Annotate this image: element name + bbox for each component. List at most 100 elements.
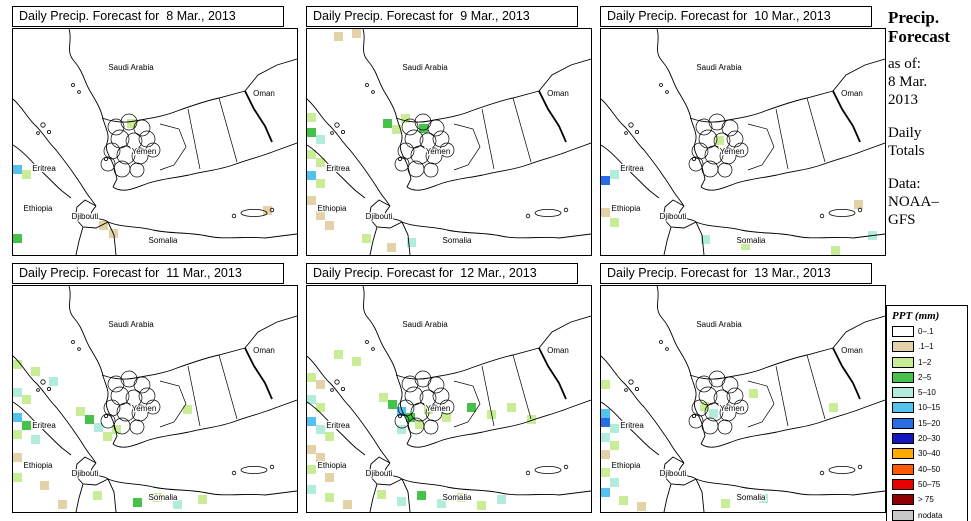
saudi-yemen-border: [395, 347, 540, 380]
precip-cell: [387, 243, 396, 252]
dahlak-island: [334, 122, 340, 128]
precip-cell: [601, 450, 610, 459]
gulf-of-aden-coast: [700, 399, 885, 448]
precip-cell: [22, 170, 31, 179]
label-eritrea: Eritrea: [32, 421, 56, 430]
legend-swatch: [892, 326, 914, 337]
islands: [330, 340, 569, 476]
panel-title: Daily Precip. Forecast for 13 Mar., 2013: [600, 263, 872, 284]
precip-cell: [442, 413, 451, 422]
oman-yemen-border: [832, 347, 861, 400]
precip-cell: [388, 400, 397, 409]
precip-cell: [49, 377, 58, 386]
sidebar-title: Precip. Forecast: [888, 8, 968, 46]
ethiopia-somalia-border: [107, 221, 117, 255]
precip-cell: [417, 491, 426, 500]
precip-cell: [601, 176, 610, 185]
precip-cell: [307, 445, 316, 454]
legend-swatch: [892, 417, 914, 429]
label-somalia: Somalia: [443, 236, 472, 245]
dahlak-island: [330, 388, 334, 392]
precip-cell: [759, 494, 768, 503]
saudi-yemen-border: [395, 90, 540, 123]
precip-cell: [13, 413, 22, 422]
precip-cell: [829, 403, 838, 412]
yemen-governorates: [394, 97, 532, 178]
precip-cell: [383, 119, 392, 128]
ethiopia-djibouti-border: [663, 226, 672, 255]
legend-entry: 30–40: [892, 448, 964, 460]
legend: PPT (mm) 0–.1 .1–1 1–2 2–5 5–10 10–15 15–20 20–…: [886, 305, 968, 521]
country-labels: Saudi Arabia Oman Yemen Eritrea Ethiopia…: [316, 319, 570, 503]
saudi-oman-border: [538, 58, 591, 92]
dahlak-island: [47, 130, 52, 135]
label-saudi-arabia: Saudi Arabia: [108, 320, 154, 329]
precip-cell: [325, 432, 334, 441]
label-somalia: Somalia: [149, 236, 178, 245]
precip-cell: [103, 432, 112, 441]
legend-label: 50–75: [918, 479, 941, 489]
precip-cell: [153, 493, 162, 502]
label-saudi-arabia: Saudi Arabia: [402, 320, 448, 329]
precip-cell: [263, 206, 272, 215]
dahlak-island: [330, 131, 334, 135]
label-oman: Oman: [841, 89, 863, 98]
gulf-of-aden-coast: [112, 142, 297, 191]
legend-swatch: [892, 463, 914, 475]
region-map-svg: Saudi Arabia Oman Yemen Eritrea Ethiopia…: [307, 29, 591, 255]
label-djibouti: Djibouti: [660, 469, 687, 478]
ethiopia-somalia-border: [401, 221, 411, 255]
label-ethiopia: Ethiopia: [24, 461, 53, 470]
djibouti-border: [662, 456, 697, 486]
precip-cell: [316, 179, 325, 188]
precip-cell: [13, 360, 22, 369]
ethiopia-djibouti-border: [369, 226, 378, 255]
precip-cell: [601, 488, 610, 497]
legend-label: nodata: [918, 510, 943, 520]
precip-cell: [406, 413, 415, 422]
precip-cell: [637, 502, 646, 511]
ethiopia-somalia-border: [107, 478, 117, 512]
precip-cell: [334, 350, 343, 359]
eritrea-ethiopia-border: [307, 401, 366, 456]
precip-cell: [362, 234, 371, 243]
farasan-island: [659, 83, 663, 87]
saudi-oman-border: [244, 315, 297, 349]
eritrea-ethiopia-border: [307, 144, 366, 199]
precip-cell: [325, 473, 334, 482]
legend-swatch: [892, 448, 914, 460]
region-map-svg: Saudi Arabia Oman Yemen Eritrea Ethiopia…: [307, 286, 591, 512]
label-ethiopia: Ethiopia: [612, 461, 641, 470]
somalia-coast: [695, 221, 885, 239]
precip-cell: [76, 407, 85, 416]
data-source-block: Data: NOAA– GFS: [888, 175, 968, 229]
label-somalia: Somalia: [737, 493, 766, 502]
legend-swatch: [892, 509, 914, 521]
small-island: [231, 470, 237, 476]
label-somalia: Somalia: [737, 236, 766, 245]
country-labels: Saudi Arabia Oman Yemen Eritrea Ethiopia…: [610, 62, 864, 246]
coastline-borders: [13, 286, 297, 512]
small-island: [819, 470, 825, 476]
precip-cell: [325, 493, 334, 502]
socotra-island: [828, 465, 856, 474]
precip-cell: [13, 430, 22, 439]
precip-cell: [58, 500, 67, 509]
precip-cell: [307, 113, 316, 122]
totals-line: Daily: [888, 125, 922, 142]
red-sea-coast: [656, 286, 706, 445]
ethiopia-djibouti-border: [369, 483, 378, 512]
precip-cell: [601, 433, 610, 442]
source-line: NOAA–: [888, 194, 939, 211]
yemen-governorates: [100, 354, 238, 435]
precip-cell: [93, 491, 102, 500]
legend-label: 0–.1: [918, 327, 934, 336]
precip-cell: [749, 389, 758, 398]
precip-cell: [94, 423, 103, 432]
farasan-island: [71, 340, 75, 344]
farasan-island: [659, 340, 663, 344]
dahlak-island: [628, 379, 634, 385]
sidebar-title-line: Precip.: [888, 8, 940, 27]
precip-cell: [497, 495, 506, 504]
